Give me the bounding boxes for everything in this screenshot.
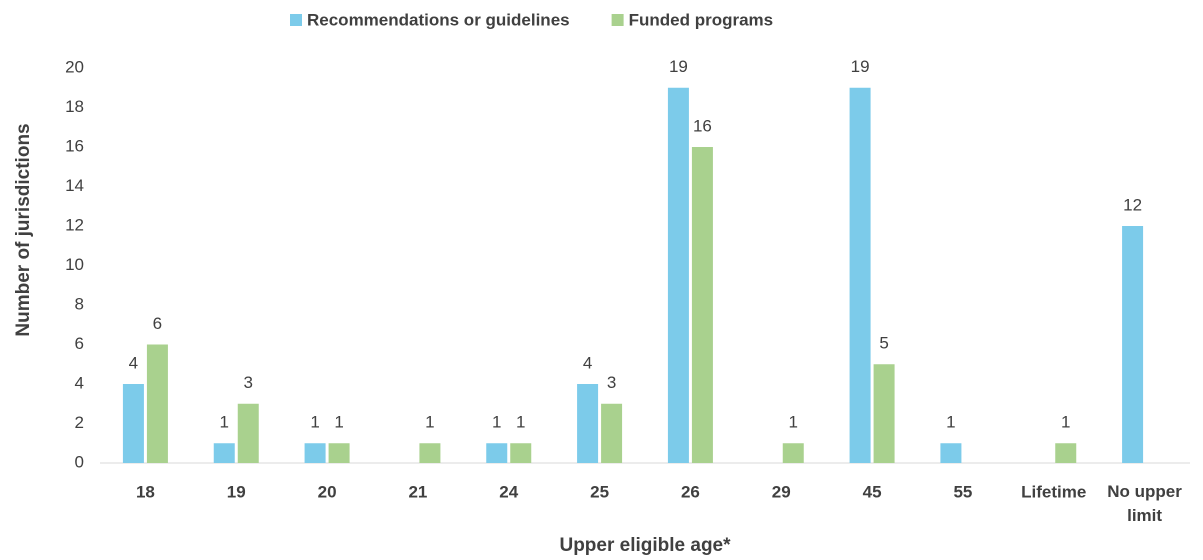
bar (304, 443, 326, 463)
x-tick-label: 29 (772, 482, 791, 501)
x-tick-label: 25 (590, 482, 609, 501)
bar (601, 403, 623, 463)
x-tick-label: 55 (953, 482, 972, 501)
bar (873, 364, 895, 463)
legend-label: Funded programs (629, 10, 774, 29)
bar (146, 344, 168, 463)
y-tick-label: 18 (65, 97, 84, 116)
data-label: 5 (879, 334, 888, 353)
y-tick-label: 0 (75, 452, 84, 471)
y-tick-label: 6 (75, 334, 84, 353)
x-tick-label: 21 (408, 482, 427, 501)
data-label: 1 (946, 413, 955, 432)
data-label: 4 (583, 353, 592, 372)
y-tick-label: 14 (65, 176, 84, 195)
x-tick-label: 19 (227, 482, 246, 501)
bar (486, 443, 508, 463)
data-label: 1 (492, 413, 501, 432)
x-tick-label: Lifetime (1021, 482, 1086, 501)
bar (419, 443, 441, 463)
y-tick-label: 16 (65, 136, 84, 155)
bar (1122, 226, 1144, 463)
data-label: 1 (425, 413, 434, 432)
data-label: 19 (669, 57, 688, 76)
legend-swatch (611, 14, 624, 26)
bar (328, 443, 350, 463)
data-label: 1 (789, 413, 798, 432)
bar (122, 384, 144, 463)
legend-swatch (290, 14, 302, 26)
x-tick-label: 26 (681, 482, 700, 501)
bar (849, 87, 871, 463)
bar (1055, 443, 1077, 463)
y-tick-label: 10 (65, 255, 84, 274)
bar (940, 443, 962, 463)
y-axis-title: Number of jurisdictions (13, 123, 34, 336)
y-tick-label: 20 (65, 57, 84, 76)
y-tick-label: 12 (65, 215, 84, 234)
data-label: 19 (851, 57, 870, 76)
bar (213, 443, 235, 463)
data-label: 1 (1061, 413, 1070, 432)
bar (667, 87, 689, 463)
data-label: 3 (244, 373, 253, 392)
data-label: 16 (693, 116, 712, 135)
x-tick-label: No upper limit (1107, 482, 1182, 525)
y-tick-label: 8 (75, 294, 84, 313)
data-label: 1 (310, 413, 319, 432)
bar (577, 384, 599, 463)
data-label: 1 (516, 413, 525, 432)
x-tick-label: 18 (136, 482, 155, 501)
data-label: 3 (607, 373, 616, 392)
bar (510, 443, 532, 463)
bar (691, 147, 713, 463)
data-label: 6 (153, 314, 162, 333)
legend-label: Recommendations or guidelines (307, 10, 570, 29)
y-tick-label: 2 (75, 413, 84, 432)
x-tick-label: 20 (318, 482, 337, 501)
x-axis-title: Upper eligible age* (559, 535, 731, 556)
bar (237, 403, 259, 463)
data-label: 12 (1123, 195, 1142, 214)
bar (782, 443, 804, 463)
data-label: 1 (220, 413, 229, 432)
x-tick-label: 45 (863, 482, 882, 501)
y-tick-label: 4 (75, 373, 84, 392)
data-label: 4 (129, 353, 138, 372)
data-label: 1 (334, 413, 343, 432)
x-tick-label: 24 (499, 482, 518, 501)
